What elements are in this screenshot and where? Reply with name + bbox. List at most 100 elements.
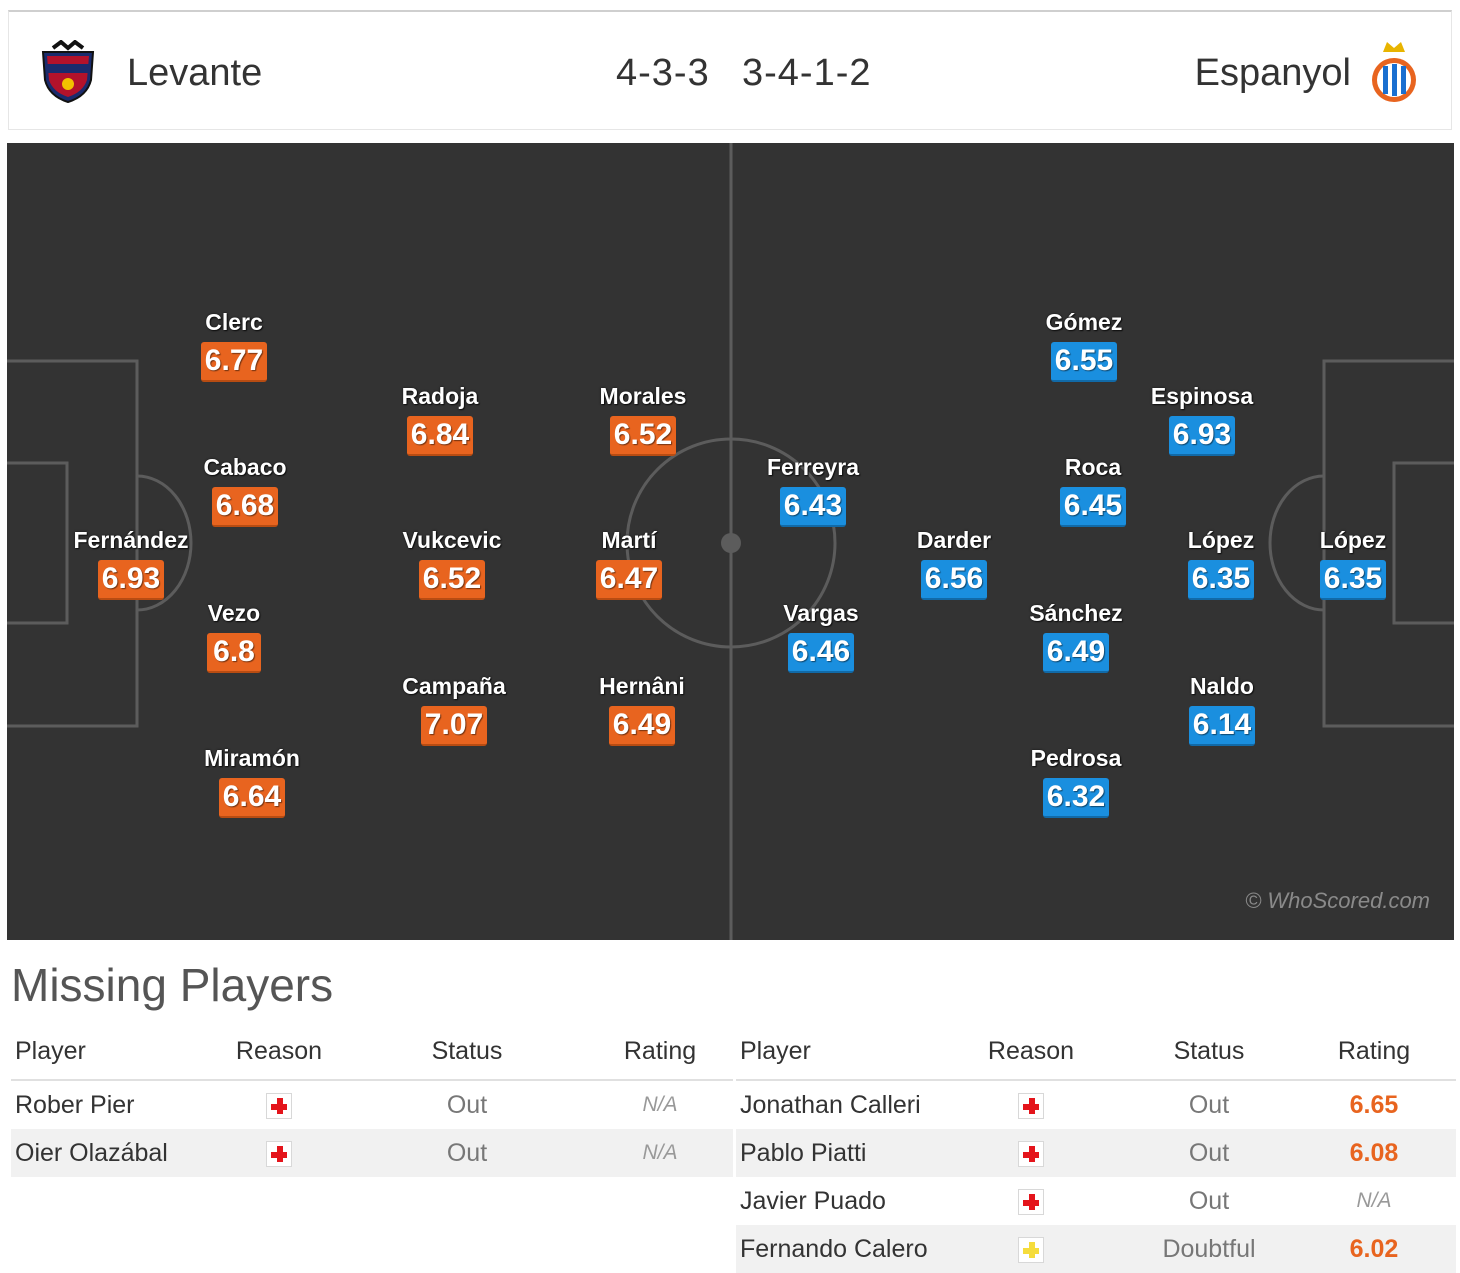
player-name: Pedrosa xyxy=(1030,745,1122,771)
missing-rating: N/A xyxy=(587,1129,733,1177)
missing-rating: 6.08 xyxy=(1292,1129,1456,1177)
away-player-card[interactable]: López 6.35 xyxy=(1151,527,1291,600)
player-rating: 6.93 xyxy=(97,560,165,600)
missing-player-name[interactable]: Jonathan Calleri xyxy=(740,1090,921,1119)
home-player-card[interactable]: Vezo 6.8 xyxy=(164,600,304,673)
missing-status: Out xyxy=(1188,1090,1230,1119)
away-player-card[interactable]: Pedrosa 6.32 xyxy=(1006,745,1146,818)
column-header-status[interactable]: Status xyxy=(1126,1023,1292,1081)
player-rating: 6.35 xyxy=(1187,560,1255,600)
column-header-status[interactable]: Status xyxy=(347,1023,587,1081)
away-team-name[interactable]: Espanyol xyxy=(1194,52,1351,94)
missing-rating: 6.65 xyxy=(1349,1090,1399,1119)
home-team-name[interactable]: Levante xyxy=(127,52,263,94)
missing-players-title: Missing Players xyxy=(11,959,334,1011)
home-player-card[interactable]: Miramón 6.64 xyxy=(182,745,322,818)
home-player-card[interactable]: Radoja 6.84 xyxy=(370,383,510,456)
missing-status: Out xyxy=(1126,1129,1292,1177)
home-player-card[interactable]: Morales 6.52 xyxy=(573,383,713,456)
home-player-card[interactable]: Campaña 7.07 xyxy=(384,673,524,746)
player-rating: 6.43 xyxy=(779,487,847,527)
player-rating: 6.8 xyxy=(207,633,261,673)
player-rating: 6.64 xyxy=(218,778,286,818)
column-header-reason[interactable]: Reason xyxy=(936,1023,1126,1081)
missing-player-name[interactable]: Pablo Piatti xyxy=(736,1129,936,1177)
column-header-rating[interactable]: Rating xyxy=(587,1023,733,1081)
doubtful-cross-icon xyxy=(1018,1236,1044,1263)
away-player-card[interactable]: Sánchez 6.49 xyxy=(1006,600,1146,673)
injury-cross-icon xyxy=(1018,1188,1044,1215)
missing-rating: N/A xyxy=(1356,1189,1392,1212)
player-name: Darder xyxy=(916,527,992,553)
player-name: Campaña xyxy=(402,673,506,699)
missing-status: Out xyxy=(1188,1186,1230,1215)
player-rating: 6.52 xyxy=(418,560,486,600)
table-row: Fernando Calero Doubtful 6.02 xyxy=(736,1225,1456,1273)
pitch-markings xyxy=(7,143,1454,940)
away-player-card[interactable]: Vargas 6.46 xyxy=(751,600,891,673)
injury-cross-icon xyxy=(266,1092,292,1119)
home-missing-table: Player Reason Status Rating Rober Pier O… xyxy=(11,1023,733,1177)
player-rating: 6.46 xyxy=(787,633,855,673)
player-name: Vezo xyxy=(207,600,261,626)
player-rating: 6.47 xyxy=(595,560,663,600)
player-rating: 6.45 xyxy=(1059,487,1127,527)
missing-rating: N/A xyxy=(642,1093,678,1116)
player-rating: 6.32 xyxy=(1042,778,1110,818)
player-rating: 6.14 xyxy=(1188,706,1256,746)
home-player-card[interactable]: Fernández 6.93 xyxy=(61,527,201,600)
home-player-card[interactable]: Clerc 6.77 xyxy=(164,309,304,382)
away-player-card[interactable]: Naldo 6.14 xyxy=(1152,673,1292,746)
player-name: Cabaco xyxy=(203,454,287,480)
player-rating: 6.35 xyxy=(1319,560,1387,600)
player-rating: 6.68 xyxy=(211,487,279,527)
missing-player-name[interactable]: Fernando Calero xyxy=(736,1225,936,1273)
home-player-card[interactable]: Martí 6.47 xyxy=(559,527,699,600)
table-row: Javier Puado Out N/A xyxy=(736,1177,1456,1225)
column-header-reason[interactable]: Reason xyxy=(211,1023,347,1081)
player-rating: 6.55 xyxy=(1050,342,1118,382)
player-name: Martí xyxy=(601,527,657,553)
player-rating: 6.84 xyxy=(406,416,474,456)
home-player-card[interactable]: Vukcevic 6.52 xyxy=(382,527,522,600)
away-player-card[interactable]: Ferreyra 6.43 xyxy=(743,454,883,527)
injury-cross-icon xyxy=(266,1140,292,1167)
player-name: Naldo xyxy=(1190,673,1254,699)
home-player-card[interactable]: Cabaco 6.68 xyxy=(175,454,315,527)
missing-player-name[interactable]: Oier Olazábal xyxy=(11,1129,211,1177)
away-player-card[interactable]: Roca 6.45 xyxy=(1023,454,1163,527)
player-name: Gómez xyxy=(1045,309,1123,335)
column-header-player[interactable]: Player xyxy=(736,1023,936,1081)
player-name: Espinosa xyxy=(1150,383,1254,409)
column-header-player[interactable]: Player xyxy=(11,1023,211,1081)
missing-rating: 6.02 xyxy=(1292,1225,1456,1273)
away-player-card[interactable]: López 6.35 xyxy=(1283,527,1423,600)
pitch: Fernández 6.93 Clerc 6.77 Cabaco 6.68 Ve… xyxy=(7,143,1454,940)
player-name: Radoja xyxy=(401,383,479,409)
levante-crest-icon[interactable] xyxy=(37,40,99,104)
player-rating: 6.93 xyxy=(1168,416,1236,456)
away-player-card[interactable]: Darder 6.56 xyxy=(884,527,1024,600)
missing-status: Out xyxy=(446,1090,488,1119)
injury-cross-icon xyxy=(1018,1092,1044,1119)
column-header-rating[interactable]: Rating xyxy=(1292,1023,1456,1081)
whoscored-watermark: © WhoScored.com xyxy=(1245,888,1430,913)
player-name: Morales xyxy=(599,383,687,409)
home-player-card[interactable]: Hernâni 6.49 xyxy=(572,673,712,746)
missing-player-name[interactable]: Rober Pier xyxy=(15,1090,135,1119)
away-player-card[interactable]: Gómez 6.55 xyxy=(1014,309,1154,382)
player-rating: 6.52 xyxy=(609,416,677,456)
table-row: Rober Pier Out N/A xyxy=(11,1080,733,1129)
table-row: Jonathan Calleri Out 6.65 xyxy=(736,1080,1456,1129)
match-header: Levante 4-3-3 3-4-1-2 Espanyol xyxy=(8,10,1452,130)
injury-cross-icon xyxy=(1018,1140,1044,1167)
away-missing-table: Player Reason Status Rating Jonathan Cal… xyxy=(736,1023,1456,1273)
player-name: Vargas xyxy=(783,600,859,626)
player-rating: 7.07 xyxy=(420,706,488,746)
away-player-card[interactable]: Espinosa 6.93 xyxy=(1132,383,1272,456)
player-rating: 6.56 xyxy=(920,560,988,600)
missing-status: Out xyxy=(347,1129,587,1177)
player-name: Fernández xyxy=(73,527,189,553)
missing-player-name[interactable]: Javier Puado xyxy=(740,1186,886,1215)
espanyol-crest-icon[interactable] xyxy=(1369,40,1419,106)
